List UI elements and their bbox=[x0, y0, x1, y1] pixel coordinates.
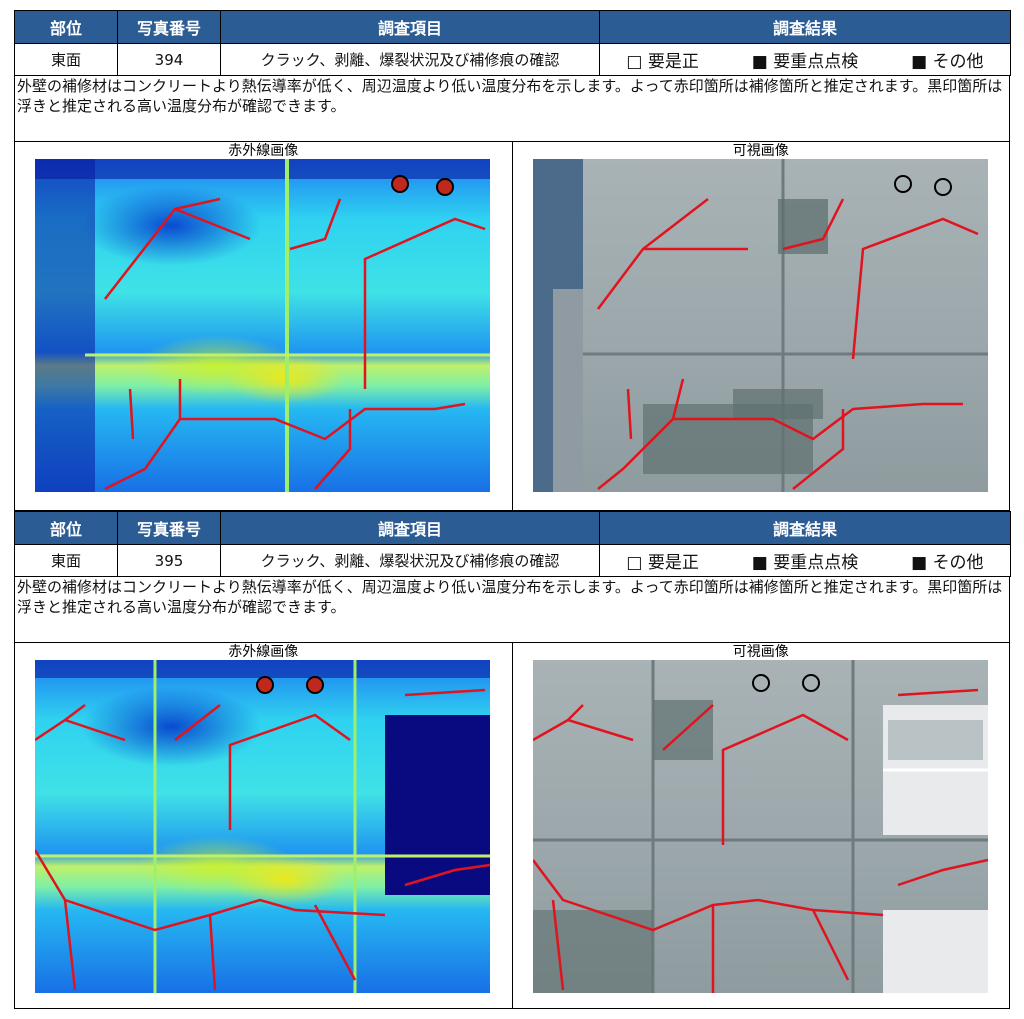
ir-crack-overlay bbox=[35, 159, 490, 492]
option-priority-inspection[interactable]: ■ 要重点点検 bbox=[751, 553, 859, 573]
option-other[interactable]: ■ その他 bbox=[911, 553, 984, 573]
record-395: 部位 写真番号 調査項目 調査結果 東面 395 クラック、剥離、爆裂状況及び補… bbox=[14, 511, 1011, 1009]
ir-crack-overlay bbox=[35, 660, 490, 993]
record-header-table: 部位 写真番号 調査項目 調査結果 東面 395 クラック、剥離、爆裂状況及び補… bbox=[14, 511, 1011, 577]
result-options: □ 要是正 ■ 要重点点検 ■ その他 bbox=[599, 544, 1011, 577]
image-row: 赤外線画像 bbox=[14, 643, 1010, 1009]
record-header-table: 部位 写真番号 調査項目 調査結果 東面 394 クラック、剥離、爆裂状況及び補… bbox=[14, 10, 1011, 76]
option-priority-inspection[interactable]: ■ 要重点点検 bbox=[751, 52, 859, 72]
ir-image-cell: 赤外線画像 bbox=[15, 142, 512, 510]
visible-image bbox=[532, 660, 988, 993]
header-result: 調査結果 bbox=[599, 511, 1011, 545]
visible-crack-overlay bbox=[532, 660, 988, 993]
image-row: 赤外線画像 bbox=[14, 142, 1010, 511]
visible-caption: 可視画像 bbox=[732, 644, 789, 660]
record-394: 部位 写真番号 調査項目 調査結果 東面 394 クラック、剥離、爆裂状況及び補… bbox=[14, 10, 1011, 511]
visible-caption: 可視画像 bbox=[732, 143, 789, 159]
visible-crack-overlay bbox=[532, 159, 988, 492]
photo-no-value: 394 bbox=[117, 43, 221, 76]
header-result: 調査結果 bbox=[599, 10, 1011, 44]
part-value: 東面 bbox=[14, 43, 118, 76]
header-item: 調査項目 bbox=[220, 10, 600, 44]
header-part: 部位 bbox=[14, 10, 118, 44]
finding-note: 外壁の補修材はコンクリートより熱伝導率が低く、周辺温度より低い温度分布を示します… bbox=[14, 76, 1010, 142]
header-photo-no: 写真番号 bbox=[117, 10, 221, 44]
option-other[interactable]: ■ その他 bbox=[911, 52, 984, 72]
header-part: 部位 bbox=[14, 511, 118, 545]
ir-image-cell: 赤外線画像 bbox=[15, 643, 512, 1008]
header-item: 調査項目 bbox=[220, 511, 600, 545]
inspection-sheet: 部位 写真番号 調査項目 調査結果 東面 394 クラック、剥離、爆裂状況及び補… bbox=[14, 10, 1011, 1009]
option-correction[interactable]: □ 要是正 bbox=[626, 52, 699, 72]
visible-image-cell: 可視画像 bbox=[511, 643, 1010, 1008]
option-correction[interactable]: □ 要是正 bbox=[626, 553, 699, 573]
item-value: クラック、剥離、爆裂状況及び補修痕の確認 bbox=[220, 43, 600, 76]
part-value: 東面 bbox=[14, 544, 118, 577]
infrared-image bbox=[35, 660, 490, 993]
result-options: □ 要是正 ■ 要重点点検 ■ その他 bbox=[599, 43, 1011, 76]
visible-image-cell: 可視画像 bbox=[511, 142, 1010, 510]
item-value: クラック、剥離、爆裂状況及び補修痕の確認 bbox=[220, 544, 600, 577]
finding-note: 外壁の補修材はコンクリートより熱伝導率が低く、周辺温度より低い温度分布を示します… bbox=[14, 577, 1010, 643]
header-photo-no: 写真番号 bbox=[117, 511, 221, 545]
ir-caption: 赤外線画像 bbox=[228, 143, 299, 159]
ir-caption: 赤外線画像 bbox=[228, 644, 299, 660]
photo-no-value: 395 bbox=[117, 544, 221, 577]
visible-image bbox=[532, 159, 988, 492]
infrared-image bbox=[35, 159, 490, 492]
